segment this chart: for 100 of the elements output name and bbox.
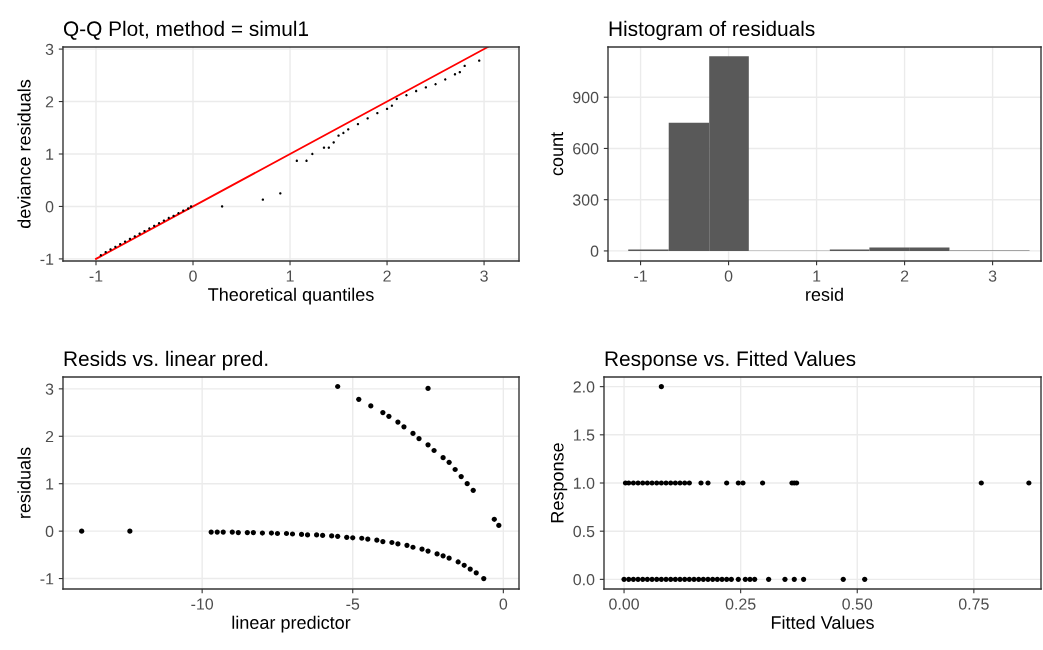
point <box>244 529 250 536</box>
y-tick-label: 1 <box>46 478 54 490</box>
x-axis-title: Theoretical quantiles <box>208 287 374 305</box>
point <box>344 534 350 540</box>
point <box>289 531 296 537</box>
y-tick-label: 0.5 <box>573 525 595 538</box>
point <box>220 205 224 208</box>
x-tick-label: -5 <box>346 598 360 610</box>
point <box>79 528 85 534</box>
y-tick-label: 1 <box>46 148 54 160</box>
x-tick-label: -1 <box>634 270 647 282</box>
chart-title: Histogram of residuals <box>609 20 815 41</box>
y-tick-label: -1 <box>40 253 54 265</box>
y-axis-title: count <box>551 132 564 176</box>
point <box>440 455 446 461</box>
y-tick-label: 2.0 <box>573 381 595 393</box>
point <box>425 442 431 448</box>
point <box>259 530 265 536</box>
x-tick-label: 0.00 <box>609 598 639 610</box>
x-tick-label: -10 <box>191 598 214 610</box>
x-tick-label: 3 <box>480 270 488 282</box>
x-tick-label: 0 <box>724 270 733 282</box>
chart-title: Resids vs. linear pred. <box>64 350 268 371</box>
point <box>410 430 416 437</box>
point <box>337 134 340 137</box>
point <box>368 403 374 409</box>
y-tick-label: 0 <box>45 525 54 538</box>
point <box>395 541 401 547</box>
point <box>458 474 464 480</box>
point <box>380 538 386 545</box>
x-tick-label: 1 <box>286 270 294 282</box>
point <box>214 529 220 535</box>
point <box>162 219 166 222</box>
point <box>186 207 190 210</box>
point <box>389 539 395 546</box>
point <box>274 530 281 537</box>
point <box>268 530 275 536</box>
point <box>425 385 431 391</box>
point <box>410 544 416 550</box>
x-tick-label: 0.25 <box>725 598 756 610</box>
point <box>416 436 422 442</box>
x-tick-label: 0.75 <box>958 598 989 610</box>
y-tick-label: 0 <box>45 201 54 213</box>
y-tick-label: 1.0 <box>573 477 595 489</box>
point <box>395 419 401 425</box>
point <box>452 466 458 473</box>
x-tick-label: 0.50 <box>842 598 873 610</box>
chart-title: Q-Q Plot, method = simul1 <box>63 20 309 40</box>
point <box>350 535 356 541</box>
x-tick-label: 2 <box>900 270 909 282</box>
point <box>220 529 226 535</box>
point <box>365 536 371 542</box>
y-tick-label: 0.0 <box>573 574 595 586</box>
point <box>182 209 185 212</box>
point <box>374 537 380 543</box>
point <box>335 383 341 390</box>
point <box>250 529 256 536</box>
point <box>478 59 481 62</box>
point <box>481 575 487 582</box>
point <box>314 532 320 538</box>
point <box>189 205 193 208</box>
chart-title: Response vs. Fitted Values <box>605 350 856 371</box>
point <box>470 487 476 493</box>
point <box>332 141 335 144</box>
point <box>404 542 410 548</box>
point <box>320 532 326 539</box>
y-tick-label: 600 <box>573 143 599 155</box>
point <box>419 546 425 552</box>
y-tick-label: 1.5 <box>573 429 595 441</box>
point <box>109 248 112 251</box>
y-tick-label: 300 <box>572 194 599 206</box>
y-tick-label: 2 <box>45 96 54 108</box>
y-tick-label: 0 <box>590 245 599 257</box>
point <box>172 214 175 218</box>
x-tick-label: 0 <box>189 270 197 282</box>
point <box>356 396 362 402</box>
x-tick-label: 2 <box>383 270 391 282</box>
point <box>446 555 452 561</box>
point <box>440 553 446 559</box>
y-axis-title: residuals <box>17 447 31 518</box>
point <box>229 529 235 535</box>
x-tick-label: 1 <box>813 270 821 282</box>
point <box>127 528 133 534</box>
y-tick-label: 2 <box>45 430 54 443</box>
point <box>464 481 470 487</box>
point <box>208 529 214 535</box>
point <box>434 551 440 557</box>
x-axis-title: linear predictor <box>232 615 351 633</box>
point <box>366 117 369 120</box>
point <box>304 532 311 538</box>
y-tick-label: -1 <box>40 573 54 585</box>
point <box>491 516 497 522</box>
point <box>335 533 341 539</box>
point <box>467 566 473 572</box>
y-axis-title: Response <box>551 443 568 523</box>
x-tick-label: -1 <box>89 270 103 282</box>
point <box>496 522 502 529</box>
point <box>401 424 407 430</box>
point <box>424 86 428 89</box>
point <box>446 459 452 465</box>
